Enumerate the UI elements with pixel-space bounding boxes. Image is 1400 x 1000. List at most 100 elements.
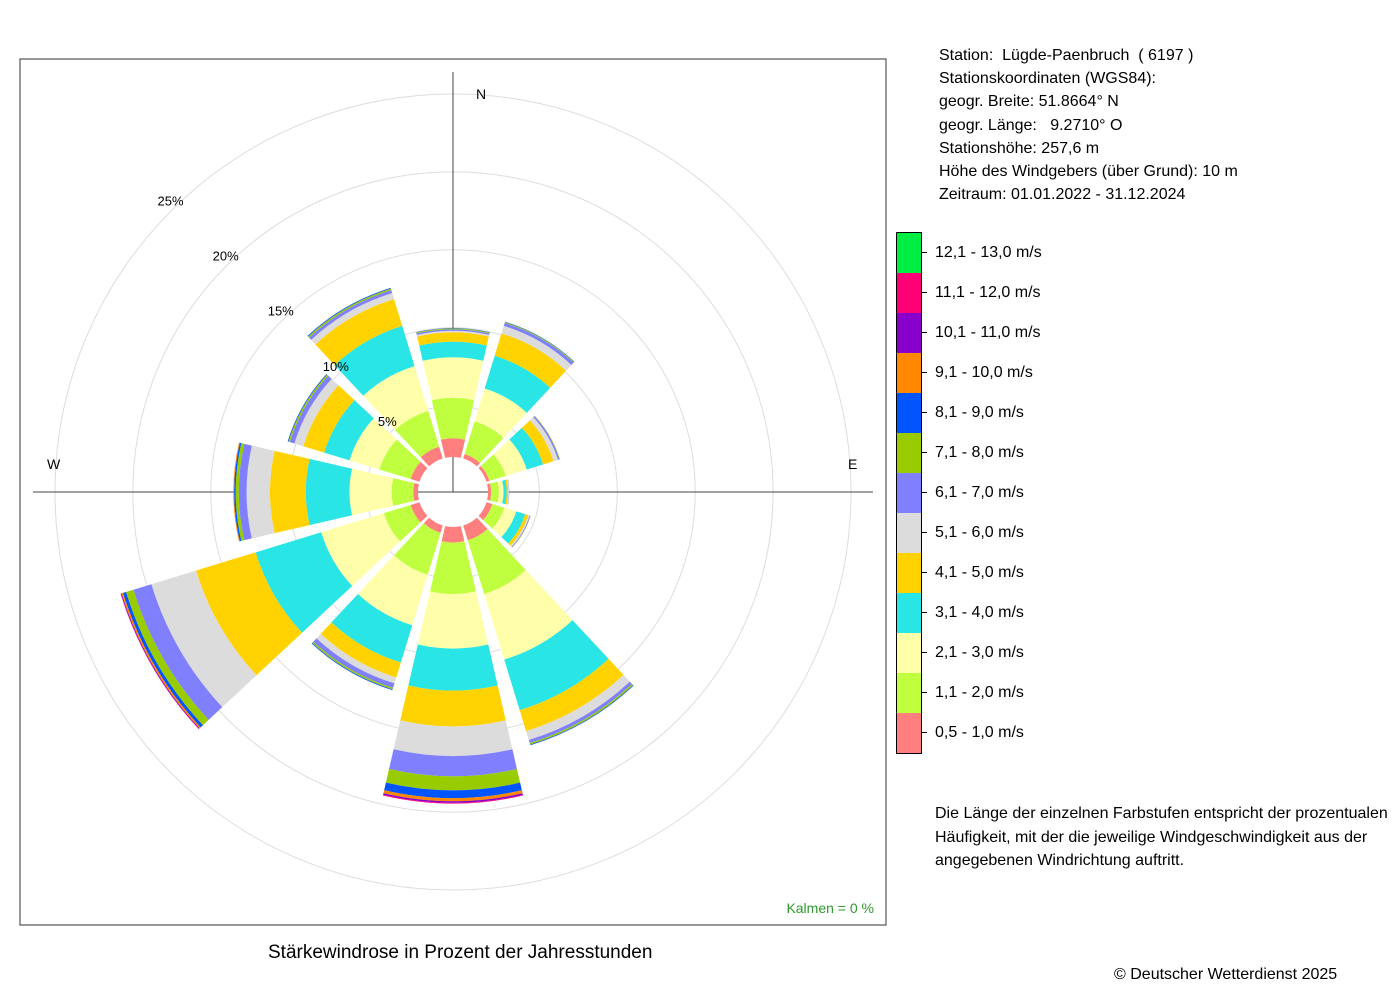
sector-240° [120, 502, 428, 730]
sector-W-class-4 [269, 450, 310, 534]
sector-N [416, 327, 490, 458]
sector-W-class-5 [246, 445, 275, 539]
station-longitude: geogr. Länge: 9.2710° O [939, 116, 1123, 134]
rose-sectors [120, 287, 634, 804]
sector-330°-class-0 [420, 446, 443, 467]
legend-tick [921, 532, 927, 533]
ring-label-20: 20% [213, 249, 239, 264]
sector-30° [463, 321, 575, 467]
sector-S [382, 526, 524, 804]
sector-330° [307, 287, 443, 467]
sector-60°-class-0 [478, 466, 490, 482]
legend-swatch [897, 673, 921, 713]
sector-300°-class-5 [294, 378, 339, 447]
sector-30°-class-5 [501, 325, 572, 371]
sector-S-class-4 [400, 685, 506, 727]
legend-swatch [897, 433, 921, 473]
sector-S-class-0 [441, 526, 465, 543]
sector-30°-class-1 [464, 421, 504, 463]
sector-W-class-1 [391, 478, 415, 506]
sector-30°-class-6 [503, 322, 574, 365]
station-elevation: Stationshöhe: 257,6 m [939, 139, 1100, 157]
legend-tick [921, 252, 927, 253]
legend-swatch [897, 553, 921, 593]
west-label: W [47, 456, 61, 472]
sector-30°-class-0 [463, 454, 481, 467]
copyright: © Deutscher Wetterdienst 2025 [1114, 966, 1338, 983]
legend-tick [921, 492, 927, 493]
legend-swatch [897, 593, 921, 633]
sector-240°-class-6 [133, 584, 223, 720]
sector-150°-class-6 [528, 681, 633, 743]
sector-E-class-2 [497, 480, 504, 504]
sector-S-class-2 [417, 591, 489, 649]
sector-240°-class-7 [126, 589, 209, 726]
sector-E [487, 479, 510, 505]
legend-label: 10,1 - 11,0 m/s [935, 324, 1041, 341]
legend-label: 0,5 - 1,0 m/s [935, 724, 1024, 741]
legend-label: 9,1 - 10,0 m/s [935, 364, 1033, 381]
sector-150°-class-4 [519, 658, 624, 732]
sector-E-class-1 [490, 481, 499, 503]
sector-240°-class-3 [255, 532, 353, 633]
sector-240°-class-4 [196, 552, 303, 676]
legend-tick [921, 332, 927, 333]
station-coords-heading: Stationskoordinaten (WGS84): [939, 70, 1156, 88]
legend-label: 6,1 - 7,0 m/s [935, 484, 1024, 501]
sector-120°-class-2 [492, 507, 517, 538]
sector-120° [478, 502, 531, 548]
sector-210°-class-2 [357, 555, 428, 626]
period: Zeitraum: 01.01.2022 - 31.12.2024 [939, 186, 1186, 204]
sector-W [233, 442, 419, 542]
sector-240°-class-2 [321, 513, 401, 586]
sector-W-class-8 [234, 442, 242, 542]
ring-label-10: 10% [323, 359, 349, 374]
sector-W-class-6 [238, 443, 252, 541]
sector-210°-class-1 [394, 523, 441, 575]
legend-swatch [897, 353, 921, 393]
sector-W-class-7 [235, 443, 245, 541]
sector-120°-class-3 [501, 511, 526, 544]
sector-60°-class-3 [509, 427, 544, 470]
sector-60°-class-5 [529, 417, 558, 462]
legend-label: 5,1 - 6,0 m/s [935, 524, 1024, 541]
legend-swatch [897, 313, 921, 353]
sector-E-class-5 [506, 479, 510, 505]
legend-swatch [897, 233, 921, 273]
sector-60°-class-1 [480, 454, 506, 481]
sector-210° [311, 517, 443, 691]
sector-S-class-3 [408, 644, 498, 691]
sector-30°-class-4 [494, 333, 567, 388]
sector-330°-class-4 [315, 299, 403, 365]
sector-N-class-3 [419, 341, 487, 361]
sector-N-class-4 [417, 332, 489, 346]
east-label: E [848, 456, 857, 472]
plot-frame [19, 58, 887, 926]
ring-label-15: 15% [268, 304, 294, 319]
legend-label: 2,1 - 3,0 m/s [935, 644, 1024, 661]
sector-W-class-0 [413, 483, 419, 501]
legend-label: 3,1 - 4,0 m/s [935, 604, 1024, 621]
legend-swatch [897, 273, 921, 313]
sector-60°-class-2 [493, 439, 527, 476]
station-name: Station: Lügde-Paenbruch ( 6197 ) [939, 47, 1194, 64]
sector-150°-class-5 [526, 674, 630, 741]
north-label: N [476, 86, 486, 102]
sector-330°-class-2 [363, 366, 429, 430]
sector-E-class-4 [505, 479, 509, 505]
legend-tick [921, 652, 927, 653]
sector-60°-class-4 [521, 420, 554, 465]
sector-210°-class-3 [331, 593, 413, 663]
sector-150°-class-1 [467, 528, 526, 595]
sector-N-class-8 [416, 327, 490, 333]
sector-120°-class-5 [510, 514, 530, 547]
legend-tick [921, 732, 927, 733]
sector-S-class-10 [383, 793, 523, 803]
legend-label: 12,1 - 13,0 m/s [935, 244, 1042, 261]
sector-30°-class-3 [484, 355, 551, 413]
station-info: Station: Lügde-Paenbruch ( 6197 ) Statio… [939, 44, 1238, 206]
legend-labels: 12,1 - 13,0 m/s 11,1 - 12,0 m/s 10,1 - 11,… [935, 232, 1042, 752]
sector-300°-class-2 [349, 418, 397, 470]
sector-N-class-7 [416, 328, 490, 334]
